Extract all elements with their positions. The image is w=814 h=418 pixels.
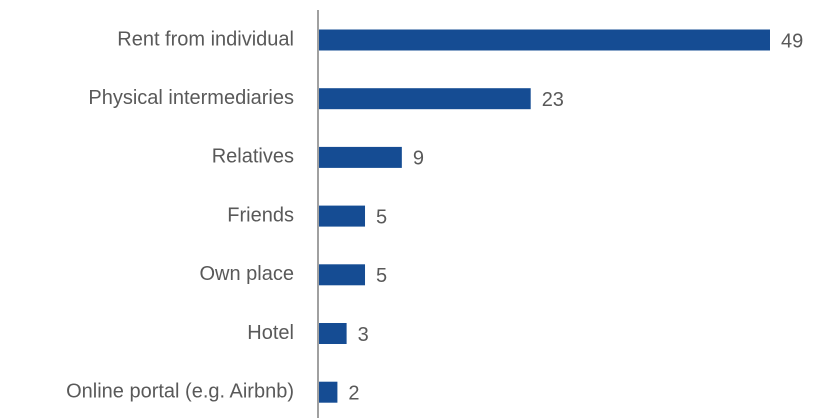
category-label: Online portal (e.g. Airbnb) <box>66 380 294 402</box>
bar <box>319 323 347 344</box>
category-label: Hotel <box>247 322 294 344</box>
category-label: Own place <box>200 263 295 285</box>
value-label: 49 <box>781 30 803 52</box>
category-label: Rent from individual <box>117 28 294 50</box>
bar <box>319 88 531 110</box>
bar <box>319 205 366 227</box>
bar <box>319 146 402 168</box>
bar <box>319 381 338 403</box>
value-label: 23 <box>542 89 564 111</box>
category-label: Relatives <box>212 146 294 168</box>
value-label: 9 <box>413 148 424 170</box>
value-label: 2 <box>348 382 359 404</box>
bar <box>319 29 770 51</box>
bar <box>319 264 366 286</box>
value-label: 5 <box>376 206 387 228</box>
value-label: 5 <box>376 265 387 287</box>
category-label: Friends <box>227 204 294 226</box>
value-label: 3 <box>358 324 369 346</box>
category-label: Physical intermediaries <box>88 87 294 109</box>
